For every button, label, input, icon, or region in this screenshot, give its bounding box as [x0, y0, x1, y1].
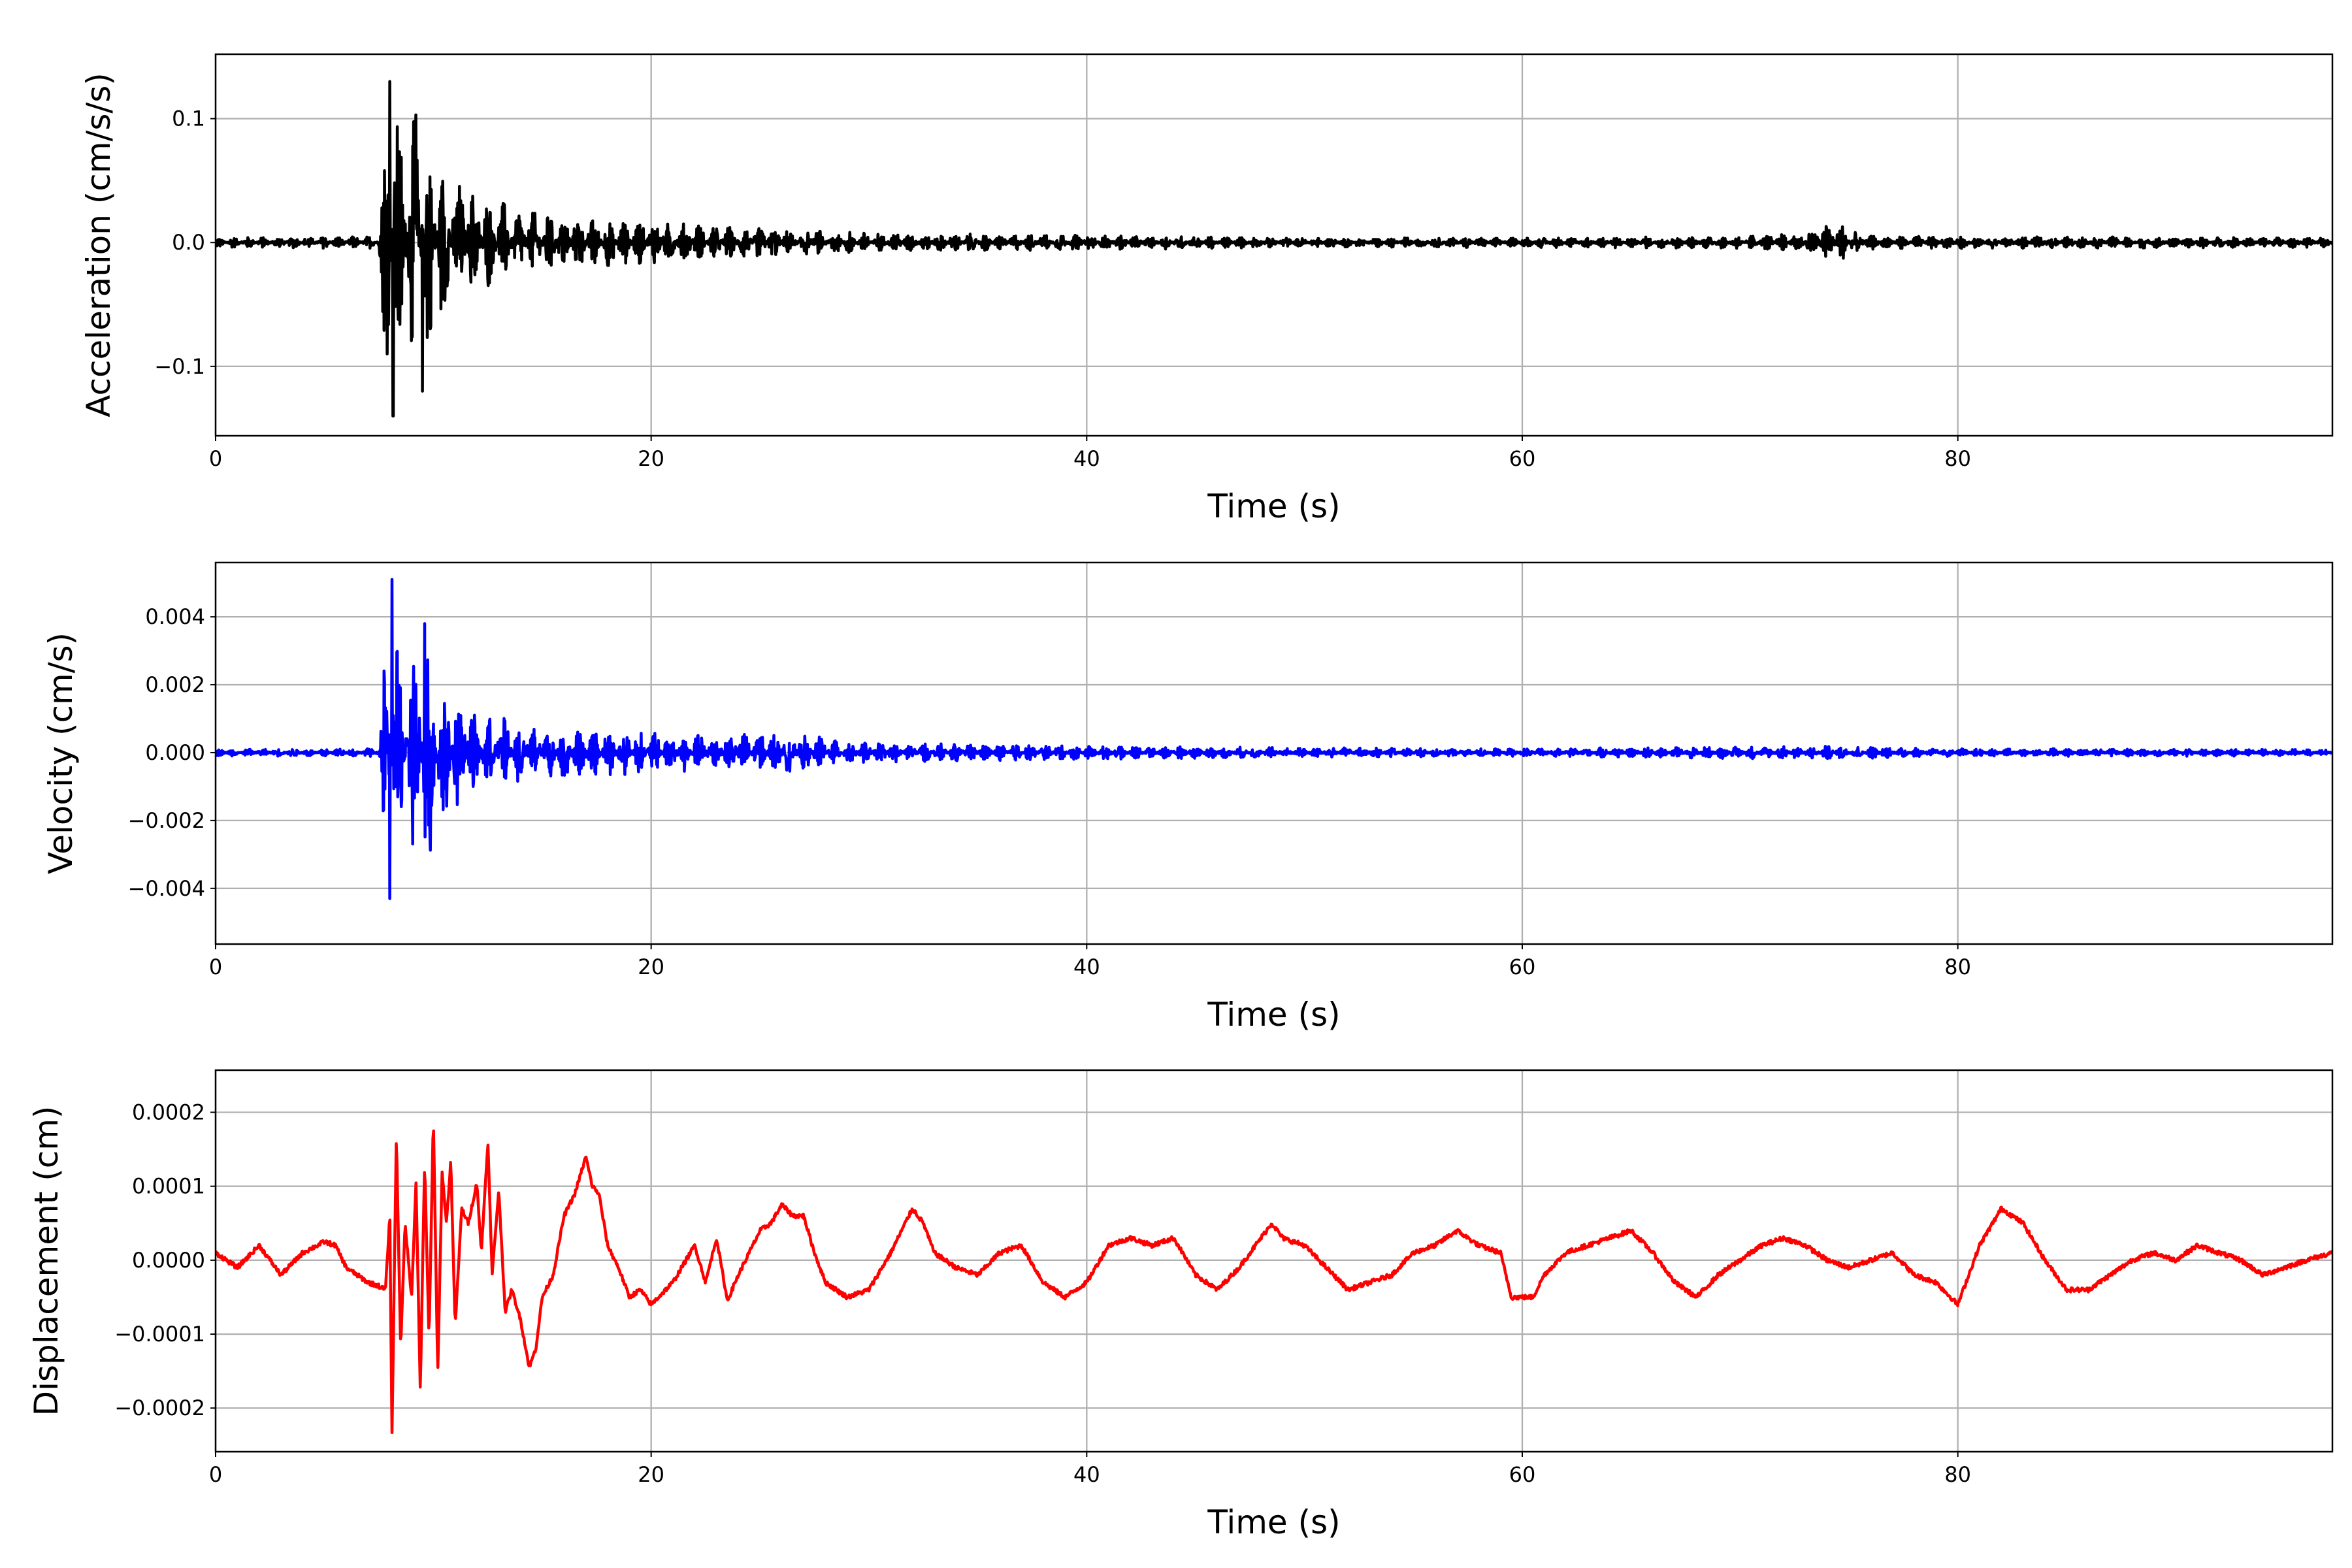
x-tick-label: 20 [638, 1462, 664, 1487]
axes-frame [214, 1069, 2334, 1453]
x-axis-label: Time (s) [1207, 1503, 1340, 1541]
y-tick-label: 0.0000 [132, 1248, 205, 1273]
x-tick-label: 20 [638, 955, 664, 979]
x-tick-label: 60 [1509, 446, 1536, 471]
x-tick-label: 80 [1944, 955, 1971, 979]
x-tick-label: 40 [1073, 446, 1100, 471]
x-tick-label: 20 [638, 446, 664, 471]
y-tick-label: 0.004 [145, 604, 205, 629]
y-tick-label: 0.1 [172, 106, 205, 131]
displacement-line [216, 1129, 2332, 1435]
x-tick-label: 0 [209, 955, 222, 979]
x-axis-label: Time (s) [1207, 996, 1340, 1034]
y-tick-label: 0.0001 [132, 1174, 205, 1199]
y-tick-label: −0.004 [128, 876, 205, 901]
y-tick-label: 0.002 [145, 672, 205, 697]
y-tick-label: −0.0002 [114, 1396, 205, 1420]
x-tick-label: 80 [1944, 1462, 1971, 1487]
x-tick-label: 0 [209, 446, 222, 471]
y-tick-label: 0.000 [145, 740, 205, 765]
x-tick-label: 60 [1509, 1462, 1536, 1487]
y-axis-label: Velocity (cm/s) [42, 632, 80, 874]
y-tick-label: 0.0002 [132, 1100, 205, 1125]
y-tick-label: −0.002 [128, 808, 205, 833]
velocity-line [216, 578, 2332, 900]
subplot-velocity: 0 20 40 60 80 −0.004 −0.002 0.000 0.002 0.004 Time… [42, 561, 2334, 1034]
x-tick-label: 0 [209, 1462, 222, 1487]
y-axis-label: Acceleration (cm/s/s) [80, 73, 118, 417]
axes-frame [214, 53, 2334, 437]
x-tick-label: 40 [1073, 1462, 1100, 1487]
y-tick-label: −0.1 [154, 354, 205, 379]
subplot-displacement: 0 20 40 60 80 −0.0002 −0.0001 0.0000 0.0001 0.000… [27, 1069, 2334, 1541]
subplot-acceleration: 0 20 40 60 80 −0.1 0.0 0.1 Time (s) Acceleration … [80, 53, 2334, 525]
axes-frame [214, 561, 2334, 945]
x-tick-label: 60 [1509, 955, 1536, 979]
x-axis-label: Time (s) [1207, 487, 1340, 525]
acceleration-line [216, 80, 2332, 417]
x-tick-label: 80 [1944, 446, 1971, 471]
y-tick-label: 0.0 [172, 230, 205, 255]
y-axis-label: Displacement (cm) [27, 1106, 65, 1416]
x-tick-label: 40 [1073, 955, 1100, 979]
y-tick-label: −0.0001 [114, 1322, 205, 1347]
